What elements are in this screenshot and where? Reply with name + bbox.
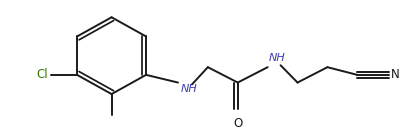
Text: N: N [390,68,399,81]
Text: NH: NH [180,84,197,95]
Text: NH: NH [268,53,285,63]
Text: O: O [233,117,242,130]
Text: Cl: Cl [36,68,48,81]
